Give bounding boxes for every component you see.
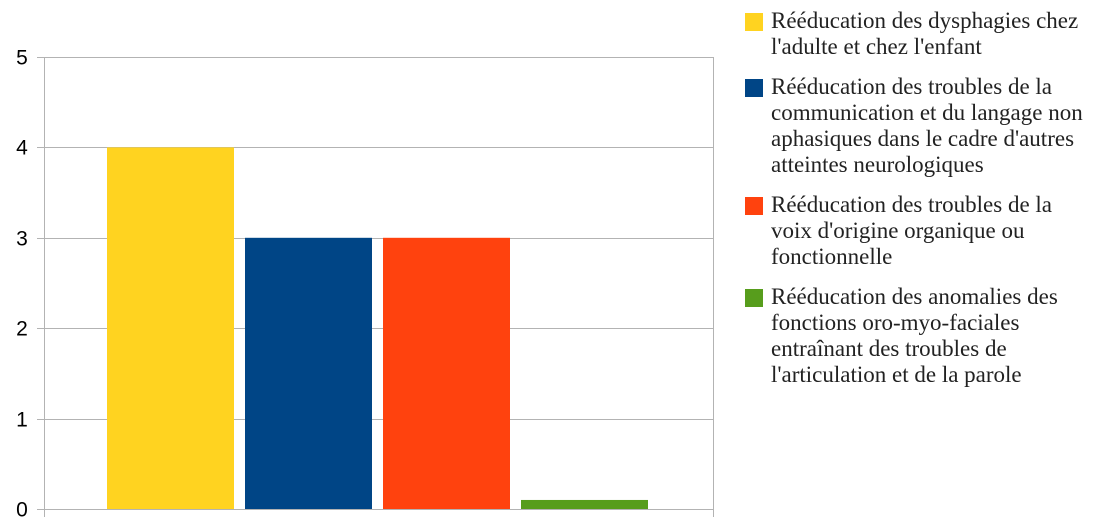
y-tick-label-4: 4 — [16, 137, 28, 160]
legend-label: Rééducation des troubles de la communica… — [771, 74, 1083, 177]
y-axis — [37, 57, 714, 517]
bar-series-4 — [521, 499, 648, 509]
y-tick-label-1: 1 — [16, 409, 28, 432]
legend-swatch-yellow — [745, 13, 763, 31]
y-tick-label-0: 0 — [16, 499, 28, 522]
y-tick-labels: 0 1 2 3 4 5 — [16, 47, 28, 522]
bars — [107, 147, 648, 510]
legend-item-voix: Rééducation des troubles de la voix d'or… — [745, 192, 1090, 270]
y-tick-label-5: 5 — [16, 47, 28, 70]
legend-label: Rééducation des troubles de la voix d'or… — [771, 192, 1053, 269]
bar-series-1 — [107, 147, 234, 509]
legend-item-dysphagies: Rééducation des dysphagies chez l'adulte… — [745, 8, 1090, 60]
legend-item-oro-myo-faciales: Rééducation des anomalies des fonctions … — [745, 284, 1090, 388]
legend-swatch-orange — [745, 197, 763, 215]
legend-swatch-green — [745, 289, 763, 307]
legend-swatch-blue — [745, 79, 763, 97]
bar-series-3 — [383, 237, 510, 510]
legend: Rééducation des dysphagies chez l'adulte… — [745, 8, 1090, 402]
bar-series-2 — [245, 237, 372, 510]
legend-label: Rééducation des dysphagies chez l'adulte… — [771, 8, 1079, 59]
y-tick-label-3: 3 — [16, 228, 28, 251]
legend-label: Rééducation des anomalies des fonctions … — [771, 284, 1058, 387]
legend-item-communication: Rééducation des troubles de la communica… — [745, 74, 1090, 178]
y-tick-label-2: 2 — [16, 318, 28, 341]
